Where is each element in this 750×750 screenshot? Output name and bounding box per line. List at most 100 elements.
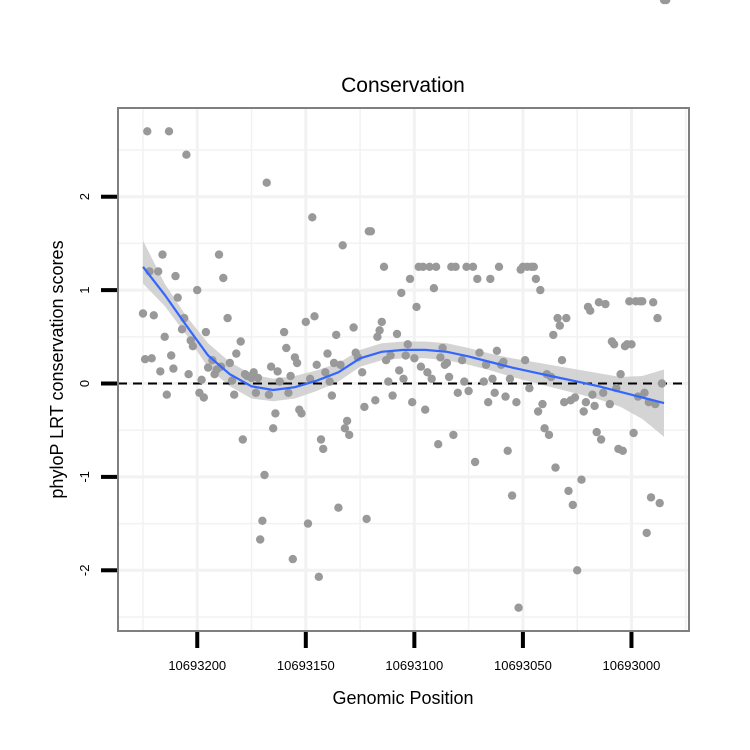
x-tick-label: 10693200 [168,658,226,673]
data-point [310,312,319,321]
data-point [577,475,586,484]
data-point [586,306,595,315]
data-point [184,370,193,379]
data-point [177,325,187,334]
data-point [479,377,488,386]
data-point [503,446,512,455]
smooth-line-layer [142,266,665,405]
data-point [386,351,395,360]
data-point [384,377,393,386]
data-point [349,323,358,332]
data-point [490,388,499,397]
data-point [223,313,232,323]
chart-title: Conservation [341,74,465,97]
data-point [434,440,443,449]
data-point [475,348,484,357]
data-point [416,362,426,371]
data-point [138,309,148,318]
data-point [271,409,280,418]
data-point [594,298,604,307]
data-point [375,326,384,335]
data-point [616,370,625,379]
smooth-line [142,266,665,405]
data-point [425,262,434,271]
data-point [514,603,523,612]
x-tick-label: 10693100 [385,658,443,673]
data-point [314,572,323,581]
data-point [592,427,601,437]
data-point [551,463,560,472]
grid-lines [118,108,689,631]
data-point [373,332,382,341]
data-point [156,367,165,376]
data-point [599,388,608,397]
data-point [345,430,354,440]
data-point [549,330,558,340]
data-point [562,313,571,323]
data-point [262,178,271,187]
data-point [529,262,538,271]
data-point [282,343,291,353]
data-point [173,293,182,302]
data-point [227,376,237,385]
data-point [319,444,328,454]
data-point [449,430,458,440]
data-point [438,343,447,353]
data-point [329,358,339,368]
data-point [273,367,282,376]
y-tick-label: -1 [77,471,92,483]
confidence-band [143,240,664,437]
data-point [531,274,541,284]
data-point [570,393,580,402]
data-point [560,398,569,407]
data-point [327,391,337,400]
data-point [421,405,430,414]
data-point [653,313,662,323]
data-point [590,401,599,411]
y-tick-label: -2 [77,565,92,577]
data-point [162,390,171,399]
data-point [232,349,241,358]
data-point [399,374,408,383]
data-point [260,470,269,480]
y-axis: -2 -1 0 1 2 [77,193,117,576]
data-point [169,364,178,373]
data-point [253,373,263,383]
data-point [451,262,460,271]
data-point [164,127,174,136]
data-point [321,368,330,377]
data-point [492,346,502,355]
data-point [292,358,302,368]
data-point [464,386,473,396]
data-point [410,354,419,363]
data-point [618,446,627,455]
data-point [397,288,406,298]
y-tick-label: 2 [77,193,92,200]
data-point [401,351,410,360]
data-point [358,368,367,377]
data-point [423,368,432,377]
data-point [258,516,267,525]
data-point [266,362,276,371]
data-point [338,241,347,250]
data-point [579,407,588,416]
y-tick-label: 0 [77,380,92,387]
data-point [533,407,543,416]
data-point [303,519,313,528]
data-point [412,302,421,312]
data-point [188,342,198,351]
data-point [568,500,577,510]
data-point [544,430,554,440]
data-point [158,250,167,259]
data-point [538,399,547,409]
data-point [555,321,564,330]
data-point [646,493,656,502]
data-point [340,424,350,433]
x-tick-label: 10693050 [494,658,552,673]
scatter-points [138,0,671,612]
data-point [147,354,156,363]
data-point [203,363,213,372]
data-point [408,398,417,407]
data-point [494,262,504,271]
